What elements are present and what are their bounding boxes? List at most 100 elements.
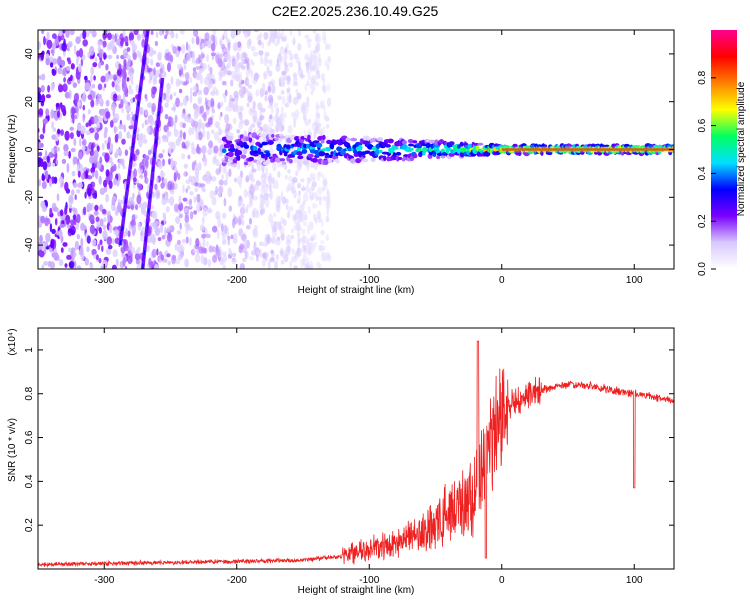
noise-blob	[253, 30, 259, 33]
noise-blob	[213, 131, 220, 141]
noise-blob	[302, 112, 307, 121]
noise-blob	[223, 179, 228, 186]
noise-blob	[98, 227, 102, 234]
noise-blob	[228, 94, 233, 99]
noise-blob	[73, 92, 79, 103]
noise-blob	[215, 248, 221, 257]
noise-blob	[307, 42, 312, 49]
noise-blob	[215, 185, 218, 195]
noise-blob	[142, 201, 148, 209]
noise-blob	[314, 216, 319, 225]
snr-xtick-label: -200	[227, 575, 247, 586]
noise-blob	[312, 245, 316, 251]
noise-blob	[77, 101, 81, 107]
noise-blob	[135, 204, 139, 211]
noise-blob	[236, 129, 241, 134]
noise-blob	[164, 34, 168, 40]
noise-blob	[66, 162, 70, 173]
noise-blob	[41, 73, 46, 81]
noise-blob	[314, 81, 319, 87]
noise-blob	[143, 154, 148, 163]
noise-blob	[173, 203, 179, 213]
noise-blob	[72, 251, 77, 258]
noise-blob	[110, 103, 116, 111]
noise-blob	[222, 264, 226, 269]
noise-blob	[281, 37, 286, 42]
noise-blob	[185, 79, 189, 85]
noise-blob	[175, 33, 179, 39]
noise-blob	[141, 39, 146, 48]
noise-blob	[287, 124, 293, 134]
noise-blob	[85, 122, 89, 128]
noise-blob	[112, 249, 118, 258]
noise-blob	[51, 69, 57, 76]
noise-blob	[221, 230, 225, 236]
noise-blob	[304, 34, 308, 40]
noise-blob	[86, 246, 90, 253]
band-blob	[315, 142, 323, 148]
noise-blob	[206, 39, 213, 49]
band-blob	[417, 148, 422, 152]
band-blob	[407, 139, 414, 144]
noise-blob	[326, 55, 332, 63]
noise-blob	[105, 99, 110, 107]
snr-xtick-label: -300	[94, 575, 114, 586]
noise-blob	[155, 62, 160, 68]
noise-blob	[94, 169, 99, 180]
noise-blob	[241, 65, 246, 70]
noise-blob	[84, 75, 88, 81]
noise-blob	[269, 190, 273, 200]
noise-blob	[180, 44, 186, 54]
noise-blob	[169, 94, 173, 100]
noise-blob	[268, 70, 273, 77]
noise-blob	[158, 153, 164, 159]
noise-blob	[241, 80, 245, 85]
noise-blob	[92, 192, 98, 199]
noise-blob	[311, 172, 316, 181]
noise-blob	[258, 50, 264, 56]
band-blob	[378, 149, 383, 154]
noise-blob	[192, 67, 196, 72]
noise-blob	[47, 85, 51, 93]
noise-blob	[53, 176, 58, 184]
noise-blob	[73, 138, 77, 146]
noise-blob	[194, 182, 199, 187]
noise-blob	[315, 37, 318, 43]
noise-blob	[233, 41, 238, 52]
noise-blob	[215, 54, 221, 64]
noise-blob	[233, 216, 238, 225]
noise-blob	[108, 74, 114, 80]
noise-blob	[179, 88, 183, 94]
noise-blob	[103, 179, 108, 188]
noise-blob	[49, 178, 52, 187]
noise-blob	[193, 110, 199, 120]
noise-blob	[189, 77, 193, 84]
noise-blob	[201, 233, 207, 239]
noise-blob	[308, 221, 314, 231]
noise-blob	[45, 232, 51, 243]
noise-blob	[219, 68, 225, 78]
noise-blob	[86, 202, 93, 212]
band-blob	[335, 159, 340, 164]
noise-blob	[284, 174, 288, 180]
noise-blob	[87, 94, 93, 100]
noise-blob	[285, 239, 291, 246]
noise-blob	[253, 72, 259, 82]
noise-blob	[49, 223, 53, 233]
noise-blob	[277, 30, 281, 41]
noise-blob	[280, 106, 284, 116]
noise-blob	[197, 98, 202, 105]
noise-blob	[188, 127, 192, 136]
noise-blob	[59, 209, 64, 217]
noise-blob	[281, 196, 287, 205]
noise-blob	[208, 80, 213, 89]
noise-blob	[222, 254, 228, 263]
noise-blob	[243, 238, 248, 246]
noise-blob	[261, 41, 265, 49]
noise-blob	[296, 92, 302, 100]
noise-blob	[120, 199, 124, 204]
noise-blob	[273, 102, 279, 108]
noise-blob	[247, 95, 253, 103]
noise-blob	[202, 216, 205, 225]
noise-blob	[76, 213, 81, 224]
